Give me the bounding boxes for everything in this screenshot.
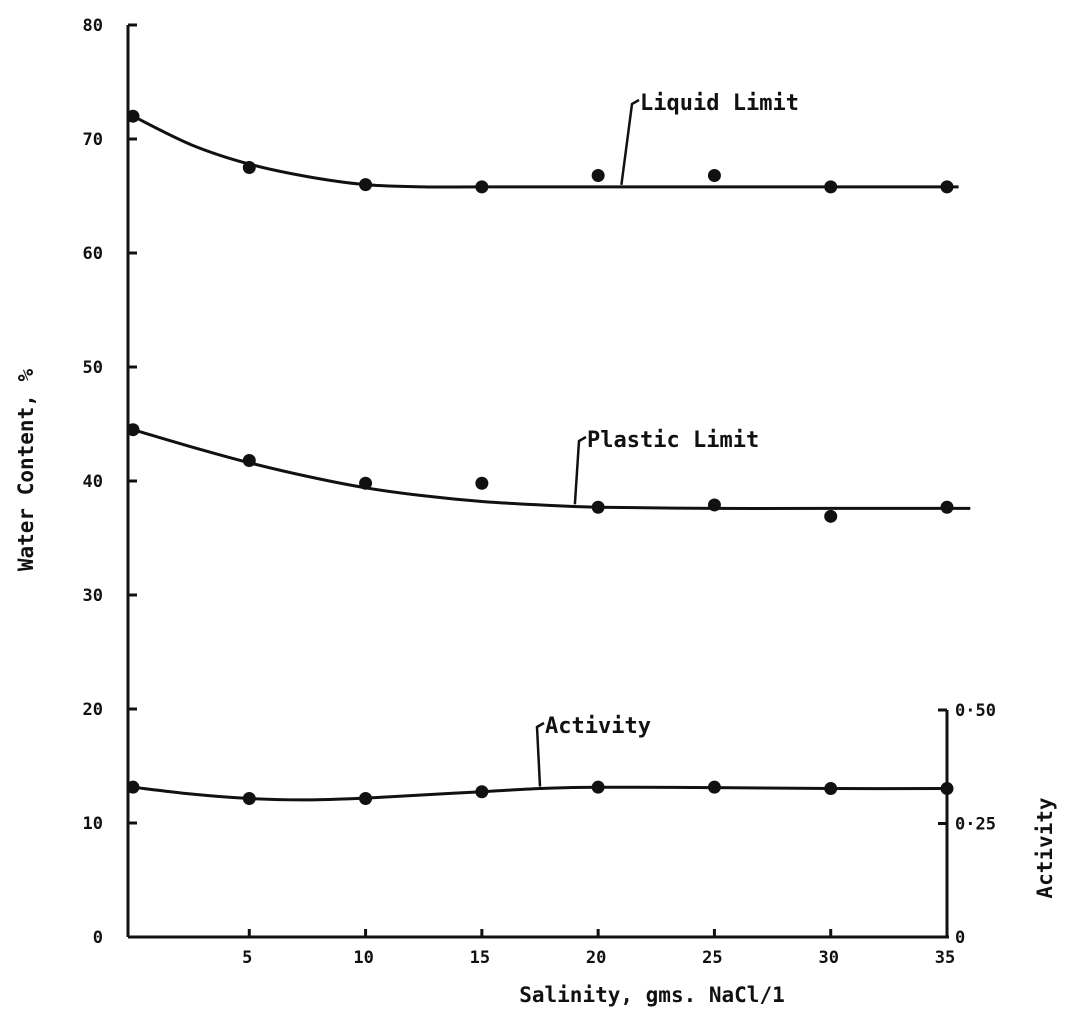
y-tick-label: 10 bbox=[83, 814, 103, 834]
y-tick-label: 0 bbox=[93, 928, 103, 948]
activity-point bbox=[126, 780, 140, 794]
y-tick-label: 30 bbox=[83, 586, 103, 606]
activity-point bbox=[359, 792, 373, 806]
y-tick-label: 40 bbox=[83, 472, 103, 492]
plastic-limit-point bbox=[824, 509, 838, 523]
x-tick-label: 35 bbox=[935, 948, 955, 968]
activity-point bbox=[824, 782, 838, 796]
x-tick-label: 25 bbox=[702, 948, 722, 968]
x-tick-label: 20 bbox=[586, 948, 606, 968]
y-tick-label: 80 bbox=[83, 16, 103, 36]
y-tick-label: 60 bbox=[83, 244, 103, 264]
activity-point bbox=[242, 792, 256, 806]
liquid-limit-point bbox=[126, 109, 140, 123]
plastic-limit-point bbox=[475, 476, 489, 490]
liquid-limit-label: Liquid Limit bbox=[640, 91, 799, 116]
liquid-limit-point bbox=[824, 180, 838, 194]
plastic-limit-label: Plastic Limit bbox=[587, 428, 759, 453]
liquid-limit-leader-line bbox=[620, 98, 640, 186]
plastic-limit-point bbox=[126, 423, 140, 437]
curves-group bbox=[132, 114, 971, 802]
y2-tick-label: 0 bbox=[955, 928, 965, 948]
liquid-limit-curve bbox=[132, 114, 959, 189]
liquid-limit-point bbox=[359, 178, 373, 192]
liquid-limit-point bbox=[707, 168, 721, 182]
x-tick-label: 30 bbox=[818, 948, 838, 968]
y2-tick-label: 0·25 bbox=[955, 815, 996, 835]
y-tick-label: 20 bbox=[83, 700, 103, 720]
x-tick-label: 15 bbox=[470, 948, 490, 968]
right-y-axis-title: Activity bbox=[1033, 797, 1057, 899]
activity-point bbox=[475, 785, 489, 799]
y-tick-label: 70 bbox=[83, 130, 103, 150]
labels-group: Liquid Limit Plastic Limit Activity bbox=[535, 91, 799, 787]
plastic-limit-leader-line bbox=[573, 435, 587, 505]
y-tick-label: 50 bbox=[83, 358, 103, 378]
activity-leader-line bbox=[535, 721, 545, 787]
activity-label: Activity bbox=[545, 714, 651, 739]
plastic-limit-point bbox=[940, 500, 954, 514]
x-axis-title: Salinity, gms. NaCl/1 bbox=[519, 983, 785, 1007]
plastic-limit-point bbox=[359, 476, 373, 490]
y-axis-title: Water Content, % bbox=[14, 369, 38, 572]
x-tick-label: 10 bbox=[353, 948, 373, 968]
liquid-limit-point bbox=[591, 168, 605, 182]
plastic-limit-point bbox=[242, 453, 256, 467]
activity-point bbox=[940, 782, 954, 796]
liquid-limit-point bbox=[242, 161, 256, 174]
x-tick-label: 5 bbox=[242, 948, 252, 968]
plastic-limit-point bbox=[591, 500, 605, 514]
points-group bbox=[126, 109, 954, 806]
plastic-limit-point bbox=[707, 498, 721, 512]
liquid-limit-point bbox=[940, 180, 954, 194]
plastic-limit-curve bbox=[132, 428, 971, 510]
activity-point bbox=[707, 780, 721, 794]
activity-point bbox=[591, 780, 605, 794]
y2-tick-label: 0·50 bbox=[955, 701, 996, 721]
liquid-limit-point bbox=[475, 180, 489, 194]
